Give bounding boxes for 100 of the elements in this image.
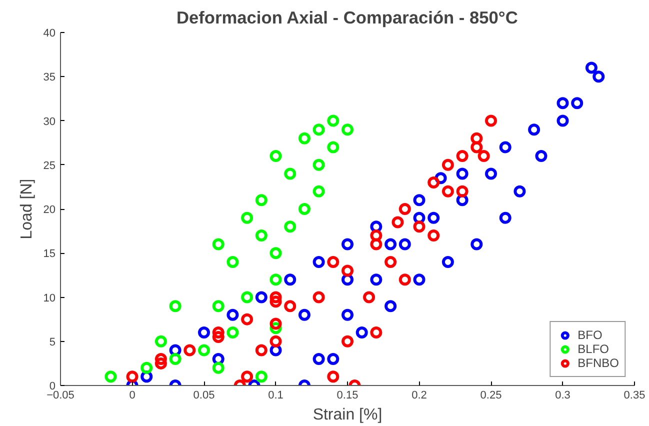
point	[270, 318, 282, 330]
point	[327, 353, 340, 366]
point	[154, 357, 167, 370]
x-tick-label: 0.05	[193, 390, 215, 402]
point	[226, 256, 239, 268]
point	[241, 370, 254, 383]
point	[528, 124, 540, 136]
point	[456, 168, 468, 180]
point	[356, 326, 368, 339]
y-tick-label: 30	[43, 116, 56, 128]
point	[226, 326, 239, 339]
point	[284, 300, 296, 312]
point	[592, 70, 605, 83]
point	[456, 150, 468, 162]
point	[370, 229, 382, 242]
point	[327, 114, 340, 127]
y-tick-label: 5	[49, 336, 56, 348]
x-tick-label: 0.25	[480, 390, 502, 402]
chart-title: Deformacion Axial - Comparación - 850°C	[176, 8, 518, 28]
point	[284, 274, 296, 286]
x-tick-label: −0.05	[46, 390, 74, 402]
point	[241, 313, 254, 326]
point	[370, 274, 382, 286]
x-tick-label: 0.35	[624, 390, 646, 402]
point	[456, 185, 468, 198]
point	[255, 291, 268, 304]
point	[442, 158, 454, 171]
point	[442, 185, 454, 198]
point	[442, 256, 454, 268]
point	[327, 370, 340, 383]
point	[485, 114, 497, 127]
x-tick-label: 0.2	[412, 390, 427, 402]
point	[255, 370, 268, 383]
x-tick-label: 0.3	[555, 390, 570, 402]
y-tick-label: 35	[43, 72, 56, 84]
point	[370, 238, 382, 250]
point	[585, 62, 598, 74]
point	[384, 256, 397, 268]
point	[104, 370, 117, 383]
y-tick-label: 40	[43, 28, 56, 40]
point	[241, 291, 254, 304]
point	[571, 97, 584, 110]
point	[556, 97, 569, 110]
point	[198, 344, 210, 356]
point	[212, 330, 224, 343]
legend-label: BFO	[578, 328, 602, 342]
y-tick-label: 0	[49, 380, 56, 392]
point	[140, 362, 153, 374]
point	[535, 150, 548, 162]
point	[312, 185, 325, 198]
point	[392, 216, 404, 228]
point	[428, 229, 440, 242]
point	[312, 353, 325, 366]
point	[154, 353, 167, 366]
point	[312, 291, 325, 304]
point	[327, 256, 340, 268]
point	[298, 308, 310, 321]
y-tick-label: 10	[43, 292, 56, 304]
point	[255, 229, 268, 242]
point	[284, 220, 296, 233]
point	[499, 212, 512, 224]
point	[470, 141, 483, 154]
point	[212, 362, 224, 374]
point	[169, 353, 182, 366]
x-tick-label: 0.1	[268, 390, 284, 402]
point	[298, 132, 310, 144]
point	[198, 326, 210, 339]
point	[270, 274, 282, 286]
point	[255, 194, 268, 206]
y-axis-title: Load [N]	[18, 178, 36, 240]
point	[312, 124, 325, 136]
x-tick-label: 0.15	[336, 390, 358, 402]
point	[270, 247, 282, 260]
point	[270, 335, 282, 348]
point	[384, 238, 397, 250]
point	[184, 344, 196, 356]
point	[556, 114, 569, 127]
point	[284, 168, 296, 180]
point	[398, 238, 411, 250]
legend-label: BLFO	[578, 342, 609, 356]
point	[270, 150, 282, 162]
point	[398, 274, 411, 286]
point	[327, 141, 340, 154]
point	[126, 370, 138, 383]
point	[514, 185, 526, 198]
point	[384, 300, 397, 312]
point	[241, 212, 254, 224]
point	[499, 141, 512, 154]
point	[370, 326, 382, 339]
point	[413, 194, 426, 206]
x-tick-label: 0	[129, 390, 136, 402]
point	[342, 124, 354, 136]
point	[478, 150, 490, 162]
point	[169, 300, 182, 312]
point	[226, 308, 239, 321]
point	[255, 344, 268, 356]
point	[212, 326, 224, 339]
point	[470, 238, 483, 250]
y-tick-label: 20	[43, 204, 56, 216]
point	[342, 335, 354, 348]
